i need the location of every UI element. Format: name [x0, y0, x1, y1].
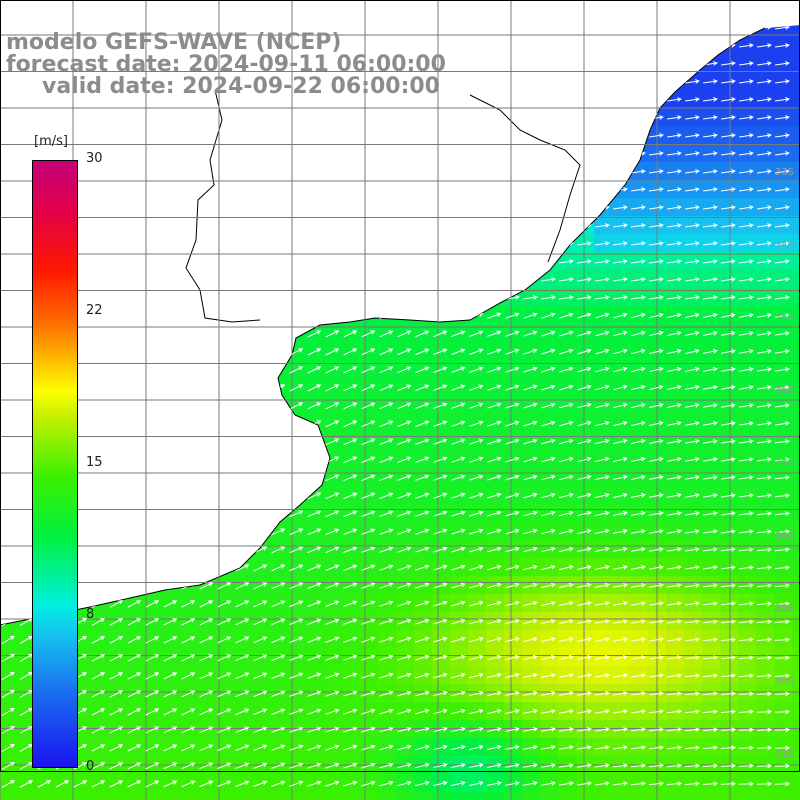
land-area [0, 0, 800, 625]
colorbar-tick-8: 8 [86, 607, 95, 622]
colorbar-tick-30: 30 [86, 151, 103, 166]
lat-label-33s: 33S [774, 167, 794, 178]
lat-label-39s: 39S [774, 603, 794, 614]
lat-label-41s: 41S [774, 749, 794, 760]
land-border-line [185, 89, 261, 323]
map-title-model: modelo GEFS-WAVE (NCEP) [6, 30, 342, 55]
colorbar-unit-label: [m/s] [34, 134, 68, 149]
colorbar-tick-0: 0 [86, 759, 95, 774]
colorbar-tick-15: 15 [86, 455, 103, 470]
lat-label-35s: 35S [774, 312, 794, 323]
colorbar [32, 160, 78, 768]
lat-label-40s: 40S [774, 676, 794, 687]
lat-label-36s: 36S [774, 385, 794, 396]
lat-label-34s: 34S [774, 240, 794, 251]
colorbar-tick-22: 22 [86, 303, 103, 318]
coastline [0, 27, 766, 626]
lat-label-37s: 37S [774, 458, 794, 469]
lat-label-38s: 38S [774, 531, 794, 542]
land-border-line [469, 94, 581, 263]
map-title-valid-date: valid date: 2024-09-22 06:00:00 [42, 74, 440, 99]
map-title-forecast-date: forecast date: 2024-09-11 06:00:00 [6, 52, 446, 77]
